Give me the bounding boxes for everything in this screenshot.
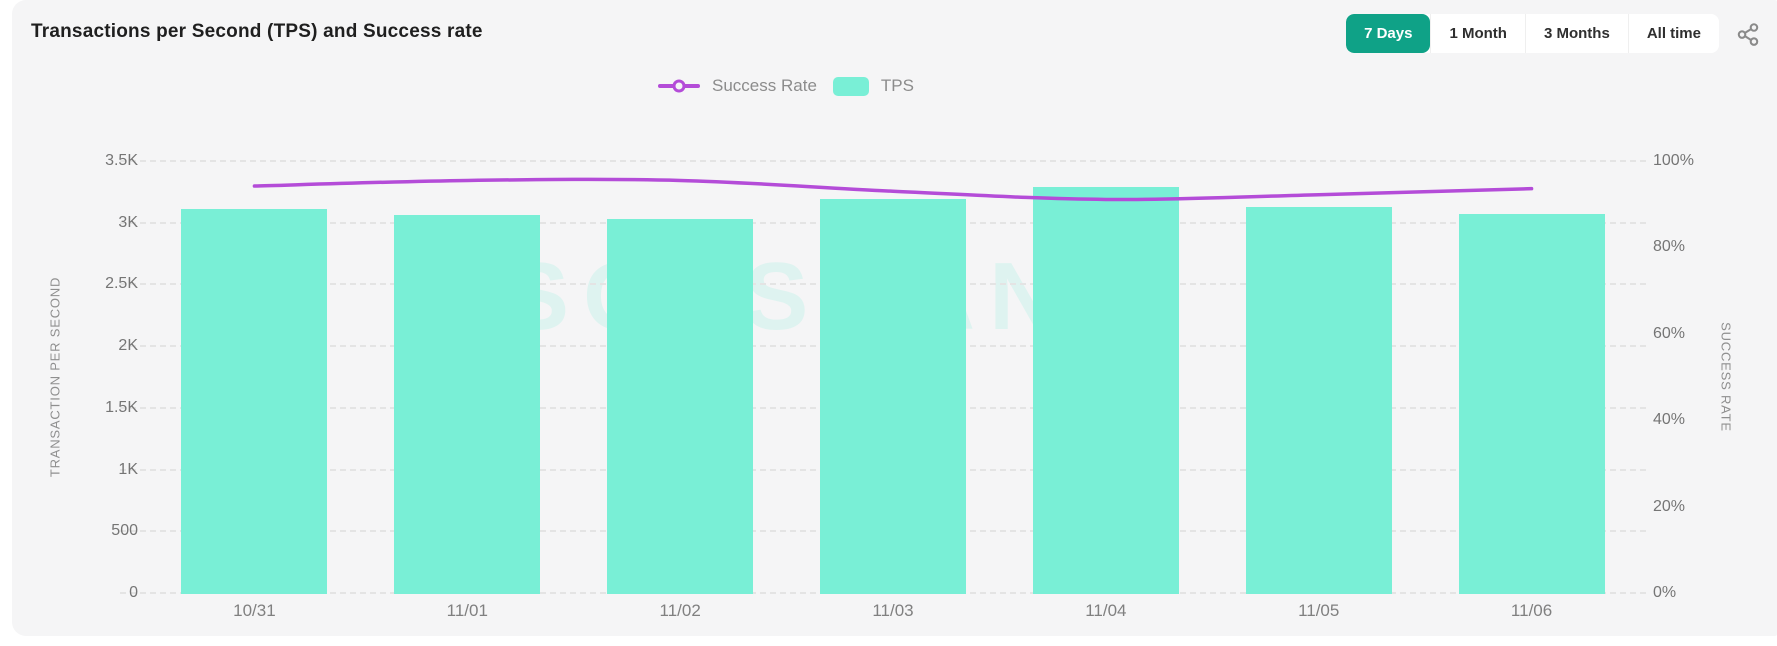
legend-label-tps: TPS [880, 76, 914, 95]
y-axis-tick-label: 2K [118, 337, 138, 355]
range-button-3-months[interactable]: 3 Months [1524, 14, 1628, 53]
right-axis-tick-label: 20% [1653, 497, 1686, 515]
tps-bar[interactable] [394, 215, 541, 594]
legend: Success Rate TPS [0, 76, 1777, 96]
y-axis-tick-label: 1K [118, 460, 138, 478]
tps-bar[interactable] [1458, 214, 1605, 594]
tps-bar[interactable] [820, 199, 966, 594]
legend-label-success-rate: Success Rate [712, 76, 817, 95]
page-title: Transactions per Second (TPS) and Succes… [31, 21, 483, 42]
line-marker-circle-icon [672, 79, 686, 93]
x-axis-label: 11/05 [1298, 601, 1340, 620]
right-axis-tick-label: 40% [1653, 411, 1686, 429]
right-axis-tick-label: 80% [1653, 238, 1686, 256]
tps-bar[interactable] [181, 209, 328, 594]
y-axis-tick-label: 1.5K [105, 398, 138, 416]
y-axis-tick-label: 3K [118, 213, 138, 231]
x-axis-label: 11/06 [1510, 601, 1553, 620]
y-axis-tick-label: 0 [129, 584, 138, 601]
y-axis-tick-label: 500 [111, 522, 138, 540]
x-axis-label: 10/31 [233, 601, 276, 620]
x-axis-label: 11/04 [1085, 601, 1127, 620]
header-controls: 7 Days 1 Month 3 Months All time [1346, 14, 1763, 53]
legend-item-success-rate[interactable]: Success Rate [658, 76, 817, 96]
right-axis-tick-label: 60% [1653, 324, 1686, 342]
y-axis-tick-label: 3.5K [105, 152, 138, 169]
right-axis-tick-label: 100% [1653, 152, 1694, 169]
left-axis-title: TRANSACTION PER SECOND [47, 276, 63, 478]
line-marker-icon [658, 79, 701, 93]
time-range-selector: 7 Days 1 Month 3 Months All time [1346, 14, 1719, 53]
right-axis-tick-label: 0% [1653, 584, 1677, 601]
watermark: SOLSCAN [505, 243, 1073, 350]
x-axis-label: 11/02 [659, 601, 701, 620]
y-axis-tick-label: 2.5K [105, 275, 138, 293]
tps-bar[interactable] [1245, 206, 1392, 594]
bar-marker-icon [832, 76, 869, 96]
range-button-7-days[interactable]: 7 Days [1346, 14, 1431, 53]
gridline [120, 160, 1646, 162]
share-icon[interactable] [1733, 19, 1763, 49]
tps-bar[interactable] [1032, 186, 1179, 594]
range-button-all-time[interactable]: All time [1627, 14, 1719, 53]
range-button-1-month[interactable]: 1 Month [1430, 14, 1525, 53]
legend-item-tps[interactable]: TPS [832, 76, 914, 96]
tps-bar[interactable] [607, 219, 754, 594]
x-axis-label: 11/01 [446, 601, 488, 620]
x-axis-label: 11/03 [872, 601, 914, 620]
